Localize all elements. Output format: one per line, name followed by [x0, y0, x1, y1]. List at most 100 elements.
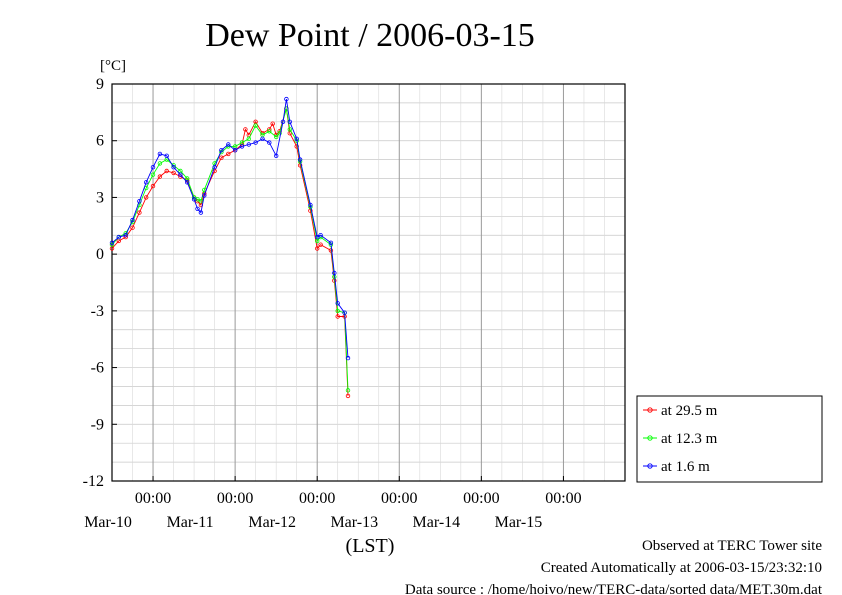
- data-point: [246, 142, 251, 147]
- series-at-1-6m: [109, 96, 351, 361]
- x-tick-date-label: Mar-11: [167, 514, 214, 531]
- data-point: [109, 240, 115, 245]
- legend-marker: [647, 435, 653, 441]
- data-point: [308, 202, 313, 208]
- footer-created: Created Automatically at 2006-03-15/23:3…: [541, 560, 822, 576]
- x-tick-date-label: Mar-14: [413, 514, 461, 531]
- x-tick-date-label: Mar-12: [248, 514, 296, 531]
- plot-frame: [111, 83, 626, 482]
- x-tick-date-label: Mar-13: [330, 514, 378, 531]
- footer-site: Observed at TERC Tower site: [642, 538, 822, 554]
- data-point: [219, 147, 224, 153]
- data-point: [184, 180, 190, 185]
- data-point: [157, 161, 163, 166]
- data-point: [287, 119, 292, 124]
- y-axis-ticks: 9 6 3 0 -3 -6 -9 -12: [83, 76, 117, 490]
- data-point: [212, 164, 217, 170]
- data-point: [243, 127, 248, 132]
- footer-source: Data source : /home/hoivo/new/TERC-data/…: [405, 582, 823, 595]
- data-point: [198, 198, 204, 204]
- data-point: [280, 119, 286, 124]
- data-point: [253, 123, 258, 128]
- series-line: [111, 108, 349, 396]
- data-point: [277, 130, 282, 136]
- data-point: [315, 246, 320, 251]
- data-point: [150, 164, 156, 170]
- data-point: [297, 157, 303, 162]
- x-axis-ticks: 00:00Mar-1000:00Mar-1100:00Mar-1200:00Ma…: [84, 476, 582, 531]
- x-tick-time-label: 00:00: [217, 490, 253, 507]
- data-point: [157, 174, 163, 179]
- series-line: [111, 108, 349, 391]
- data-point: [232, 147, 238, 153]
- series-line: [111, 99, 349, 359]
- legend-marker: [647, 463, 653, 469]
- data-point: [267, 140, 272, 145]
- data-point: [198, 210, 204, 215]
- x-tick-date-label: Mar-10: [84, 514, 132, 531]
- data-point: [274, 134, 279, 140]
- data-point: [318, 242, 323, 247]
- series-at-12-3m: [109, 106, 351, 393]
- data-point: [150, 172, 156, 177]
- series-at-29-5m: [109, 106, 351, 399]
- chart-title: Dew Point / 2006-03-15: [205, 17, 535, 54]
- y-tick-label: 3: [96, 189, 104, 206]
- data-point: [109, 242, 115, 247]
- legend-label: at 12.3 m: [661, 431, 718, 447]
- data-point: [191, 197, 197, 202]
- y-tick-label: -3: [91, 303, 104, 320]
- data-point: [294, 136, 299, 141]
- data-point: [315, 234, 320, 240]
- data-point: [246, 136, 251, 141]
- data-point: [345, 393, 351, 399]
- data-point: [226, 151, 231, 157]
- data-point: [116, 234, 121, 240]
- y-tick-label: -12: [83, 473, 104, 490]
- data-point: [335, 301, 340, 306]
- data-point: [294, 144, 299, 149]
- x-axis-label: (LST): [346, 535, 395, 557]
- data-point: [157, 151, 163, 157]
- y-tick-label: -9: [91, 416, 104, 433]
- x-tick-time-label: 00:00: [463, 490, 499, 507]
- data-point: [328, 240, 334, 245]
- x-tick-date-label: Mar-15: [495, 514, 543, 531]
- data-point: [137, 198, 142, 204]
- data-point: [164, 168, 169, 174]
- data-point: [318, 232, 323, 238]
- data-point: [150, 183, 156, 189]
- data-point: [171, 170, 176, 176]
- data-point: [164, 153, 169, 158]
- data-point: [267, 129, 272, 134]
- legend: at 29.5 m at 12.3 m at 1.6 m: [636, 395, 823, 483]
- data-point: [287, 127, 292, 132]
- y-tick-label: 0: [96, 246, 104, 263]
- data-point: [332, 270, 337, 276]
- data-point: [143, 180, 149, 185]
- data-point: [253, 140, 258, 145]
- data-point: [342, 310, 347, 315]
- data-point: [143, 195, 149, 200]
- x-tick-time-label: 00:00: [299, 490, 335, 507]
- data-point: [123, 232, 128, 238]
- data-point: [335, 314, 340, 319]
- y-axis-unit: [°C]: [100, 58, 126, 74]
- data-point: [335, 308, 340, 314]
- data-point: [195, 206, 200, 211]
- data-point: [345, 355, 351, 361]
- data-point: [274, 153, 279, 158]
- legend-box: [636, 395, 823, 483]
- legend-marker: [647, 407, 653, 413]
- data-point: [270, 121, 275, 126]
- x-tick-time-label: 00:00: [545, 490, 581, 507]
- legend-label: at 1.6 m: [661, 459, 710, 475]
- data-point: [202, 193, 207, 198]
- grid-lines: [111, 84, 626, 481]
- data-point: [284, 96, 289, 102]
- y-tick-label: 6: [96, 133, 104, 150]
- data-point: [130, 225, 135, 230]
- x-tick-time-label: 00:00: [381, 490, 417, 507]
- data-point: [171, 164, 176, 170]
